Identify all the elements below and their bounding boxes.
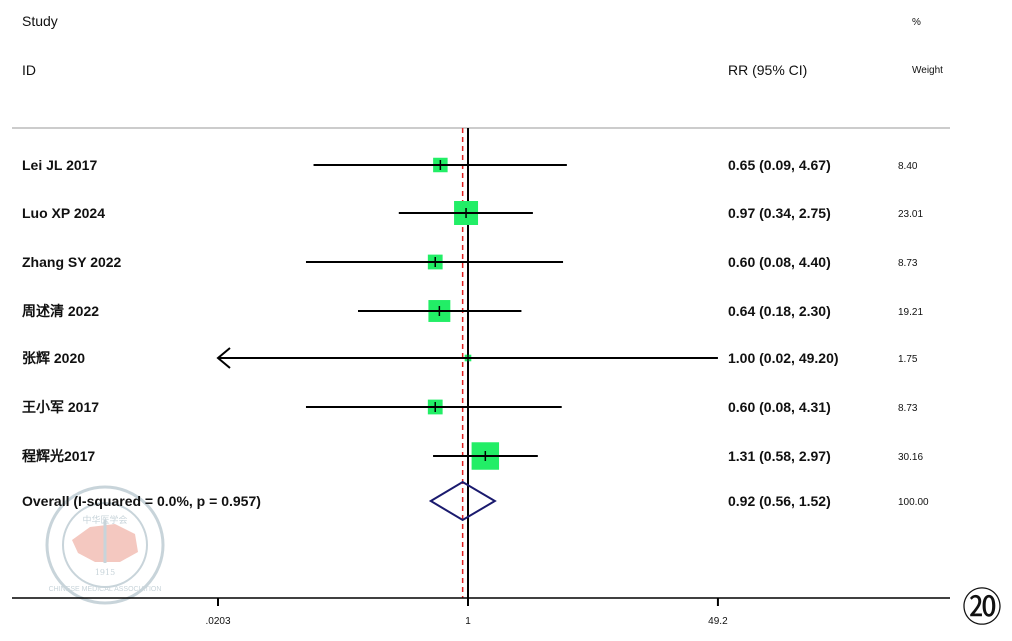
page-number: ⑳ (962, 585, 1002, 631)
study-ci-text: 0.65 (0.09, 4.67) (728, 157, 831, 173)
study-label: Zhang SY 2022 (22, 254, 122, 270)
x-tick-label: 49.2 (708, 616, 728, 627)
study-weight: 23.01 (898, 209, 923, 220)
study-ci-text: 1.31 (0.58, 2.97) (728, 448, 831, 464)
seal-text: CHINESE MEDICAL ASSOCIATION (49, 586, 162, 593)
study-ci-text: 1.00 (0.02, 49.20) (728, 350, 839, 366)
study-label: 王小军 2017 (22, 399, 99, 415)
header-weight-pct: % (912, 17, 921, 28)
study-weight: 30.16 (898, 452, 923, 463)
overall-diamond (428, 480, 497, 522)
study-weight: 8.73 (898, 258, 918, 269)
overall-weight: 100.00 (898, 497, 929, 508)
study-ci-text: 0.97 (0.34, 2.75) (728, 205, 831, 221)
study-weight: 8.73 (898, 403, 918, 414)
study-weight: 19.21 (898, 307, 923, 318)
study-weight: 8.40 (898, 161, 918, 172)
seal-outer-ring (45, 485, 165, 605)
study-ci-text: 0.60 (0.08, 4.31) (728, 399, 831, 415)
study-label: Luo XP 2024 (22, 205, 105, 221)
study-label: 张辉 2020 (22, 350, 85, 366)
seal-year: 1915 (95, 568, 115, 577)
overall-label: Overall (I-squared = 0.0%, p = 0.957) (22, 493, 261, 509)
header-study: Study (22, 13, 58, 29)
seal-chinese: 中华医学会 (82, 514, 127, 525)
study-label: 周述清 2022 (22, 303, 99, 319)
header-id: ID (22, 62, 36, 78)
header-effect: RR (95% CI) (728, 62, 807, 78)
x-tick-label: 1 (465, 616, 471, 627)
x-tick-label: .0203 (205, 616, 230, 627)
overall-ci-text: 0.92 (0.56, 1.52) (728, 493, 831, 509)
study-ci-text: 0.60 (0.08, 4.40) (728, 254, 831, 270)
study-label: 程辉光2017 (22, 448, 95, 464)
study-weight: 1.75 (898, 354, 918, 365)
ci-arrow-left-icon (216, 347, 231, 369)
study-label: Lei JL 2017 (22, 157, 97, 173)
seal-inner-ring (62, 502, 148, 588)
study-ci-text: 0.64 (0.18, 2.30) (728, 303, 831, 319)
header-weight: Weight (912, 65, 943, 76)
